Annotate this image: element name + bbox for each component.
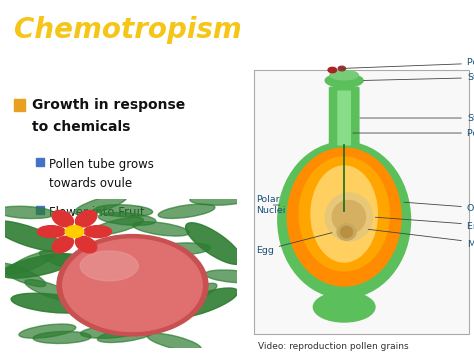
Bar [14, 99, 25, 110]
Text: Embryo sac: Embryo sac [375, 217, 474, 230]
Ellipse shape [182, 314, 230, 338]
Ellipse shape [11, 293, 91, 313]
Ellipse shape [11, 191, 58, 216]
Text: Pollen tube grows: Pollen tube grows [49, 158, 154, 170]
Text: Video: reproduction pollen grains: Video: reproduction pollen grains [258, 342, 409, 350]
Text: Micropyle: Micropyle [368, 229, 474, 248]
Ellipse shape [114, 226, 161, 251]
Ellipse shape [192, 230, 241, 253]
Ellipse shape [278, 142, 410, 298]
Bar [36, 158, 44, 166]
Text: Egg: Egg [256, 233, 332, 255]
Ellipse shape [151, 294, 207, 310]
Ellipse shape [325, 74, 363, 87]
Text: to chemicals: to chemicals [32, 120, 130, 135]
Ellipse shape [196, 277, 254, 289]
Ellipse shape [166, 288, 238, 318]
Ellipse shape [330, 70, 358, 80]
Text: Stigma: Stigma [364, 73, 474, 82]
Ellipse shape [153, 207, 207, 225]
Ellipse shape [13, 290, 71, 302]
Text: Ovary: Ovary [404, 202, 474, 213]
Ellipse shape [165, 226, 212, 251]
Ellipse shape [313, 292, 375, 322]
Text: Polar
Nuclei: Polar Nuclei [256, 195, 285, 215]
Ellipse shape [75, 314, 131, 329]
Ellipse shape [75, 236, 97, 253]
Ellipse shape [195, 205, 244, 228]
Ellipse shape [75, 211, 97, 227]
Ellipse shape [287, 148, 401, 286]
Ellipse shape [337, 224, 356, 240]
Ellipse shape [1, 253, 78, 278]
Ellipse shape [299, 157, 389, 271]
Ellipse shape [36, 236, 88, 256]
Bar [254, 70, 469, 334]
Bar [36, 206, 44, 214]
Text: Pollen tube: Pollen tube [353, 129, 474, 137]
Ellipse shape [185, 223, 242, 264]
Ellipse shape [63, 239, 202, 332]
Text: Chemotropism: Chemotropism [14, 16, 242, 44]
Ellipse shape [52, 236, 73, 253]
Ellipse shape [80, 251, 138, 281]
Ellipse shape [121, 193, 175, 212]
Text: towards ovule: towards ovule [49, 177, 132, 190]
Ellipse shape [37, 226, 65, 237]
Ellipse shape [311, 166, 377, 262]
Ellipse shape [328, 67, 337, 73]
Ellipse shape [84, 226, 111, 237]
Ellipse shape [164, 207, 222, 221]
Text: Style: Style [360, 114, 474, 122]
Ellipse shape [57, 235, 208, 336]
Ellipse shape [145, 317, 202, 329]
Ellipse shape [332, 201, 365, 234]
Ellipse shape [37, 197, 95, 209]
Ellipse shape [0, 221, 64, 251]
Ellipse shape [47, 291, 99, 311]
FancyBboxPatch shape [337, 91, 351, 146]
Text: Flower into Fruit: Flower into Fruit [49, 206, 145, 219]
Ellipse shape [0, 240, 40, 258]
Text: Growth in response: Growth in response [32, 98, 185, 112]
Ellipse shape [46, 317, 96, 339]
Text: Pollen grains: Pollen grains [342, 58, 474, 69]
Ellipse shape [45, 193, 101, 209]
Ellipse shape [52, 211, 73, 227]
FancyBboxPatch shape [329, 87, 360, 147]
Ellipse shape [65, 226, 84, 237]
Ellipse shape [325, 193, 373, 241]
Ellipse shape [341, 226, 353, 238]
Ellipse shape [338, 66, 346, 71]
Polygon shape [332, 271, 356, 295]
